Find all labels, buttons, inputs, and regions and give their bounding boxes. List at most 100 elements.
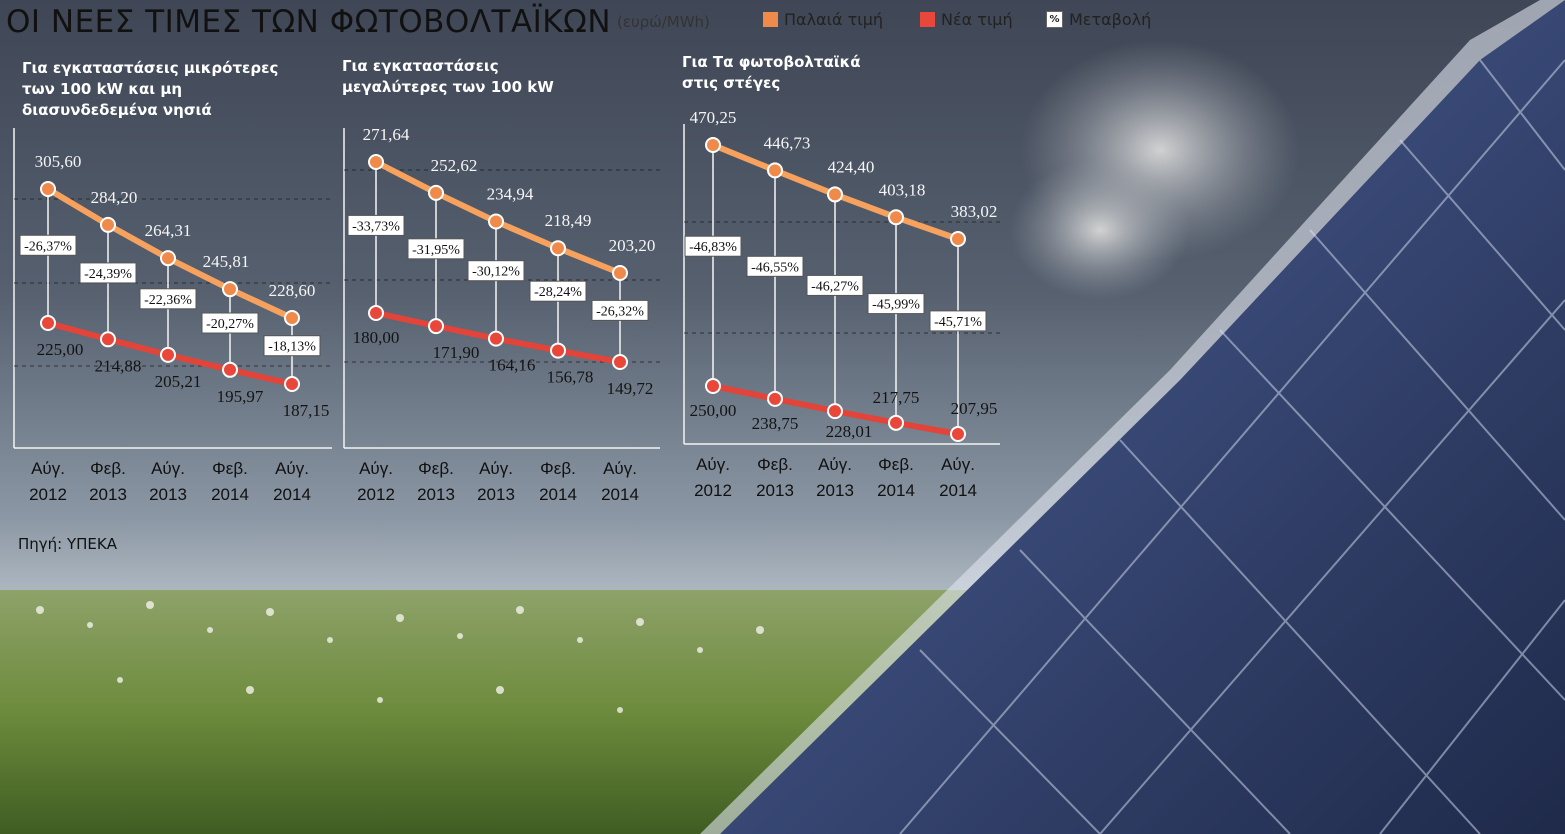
chart-3-old-value-label-1: 446,73: [764, 133, 811, 152]
chart-2-change-box-4: [591, 299, 649, 321]
chart-3-change-box-2: [806, 274, 864, 296]
chart-1-new-point-3: [222, 361, 238, 378]
chart-3-new-value-label-1: 238,75: [752, 414, 799, 433]
chart-1-new-point-1: [100, 331, 116, 348]
chart-2-change-box-3: [529, 280, 587, 302]
chart-1-old-point-3: [222, 281, 238, 298]
legend-new-swatch: [920, 12, 935, 27]
chart-2-title: Για εγκαταστάσεις μεγαλύτερες των 100 kW: [342, 57, 554, 96]
chart-2-new-value-label-0: 180,00: [353, 328, 400, 347]
chart-3-old-value-label-2: 424,40: [828, 157, 875, 176]
chart-2-old-value-label-4: 203,20: [609, 236, 656, 255]
chart-1-change-box-4: [263, 335, 321, 357]
chart-3-old-point-0: [705, 137, 721, 153]
chart-1-old-point-2: [160, 250, 176, 267]
chart-3-change-box-1: [746, 255, 804, 277]
chart-1-new-point-2: [160, 346, 176, 363]
chart-3-tick-label-month-1: Φεβ.: [757, 455, 793, 474]
legend-change-label: Μεταβολή: [1069, 10, 1152, 29]
chart-2-new-point-4: [612, 354, 628, 370]
chart-2-change-label-1: -31,95%: [412, 243, 460, 258]
chart-2-new-value-label-3: 156,78: [547, 368, 594, 387]
chart-2-new-point-2: [488, 330, 504, 347]
chart-3-new-point-3: [888, 414, 904, 431]
chart-1-new-point-4: [284, 376, 300, 392]
chart-2-new-point-0: [368, 305, 384, 321]
chart-1-new-value-label-1: 214,88: [95, 356, 142, 375]
chart-1-new-value-label-4: 187,15: [283, 401, 330, 420]
chart-2-new-value-label-2: 164,16: [489, 356, 536, 375]
chart-2-change-label-3: -28,24%: [534, 285, 582, 300]
page-title: ΟΙ ΝΕΕΣ ΤΙΜΕΣ ΤΩΝ ΦΩΤΟΒΟΛΤΑΪΚΩΝ: [6, 4, 612, 40]
legend-percent-icon: %: [1046, 11, 1063, 28]
chart-1-old-point-0: [40, 181, 56, 197]
chart-3-tick-label-year-4: 2014: [939, 481, 977, 500]
chart-2-new-value-label-4: 149,72: [607, 379, 654, 398]
chart-3-new-value-label-2: 228,01: [826, 422, 873, 441]
chart-1-change-box-0: [19, 234, 77, 256]
chart-1-change-label-1: -24,39%: [84, 267, 132, 282]
chart-3-tick-label-year-1: 2013: [756, 481, 794, 500]
chart-2-old-value-label-3: 218,49: [545, 211, 592, 230]
chart-1-title: Για εγκαταστάσεις μικρότερες των 100 kW …: [22, 59, 279, 119]
chart-2-tick-label-year-2: 2013: [477, 485, 515, 504]
chart-1-old-point-1: [100, 216, 116, 233]
chart-2-old-value-label-0: 271,64: [363, 125, 410, 144]
chart-3-new-point-1: [767, 390, 783, 407]
title-bar: ΟΙ ΝΕΕΣ ΤΙΜΕΣ ΤΩΝ ΦΩΤΟΒΟΛΤΑΪΚΩΝ (ευρώ/MW…: [0, 0, 1565, 44]
chart-3-tick-label-month-4: Αύγ.: [941, 455, 975, 474]
unit-label: (ευρώ/MWh): [617, 13, 710, 31]
chart-3-new-value-label-3: 217,75: [873, 388, 920, 407]
chart-1-tick-label-year-1: 2013: [89, 485, 127, 504]
chart-3-new-point-0: [705, 378, 721, 394]
chart-2-change-label-4: -26,32%: [596, 304, 644, 319]
chart-1-tick-label-month-0: Αύγ.: [31, 459, 65, 478]
legend-old-swatch: [763, 12, 778, 27]
chart-1-change-label-0: -26,37%: [24, 239, 72, 254]
chart-1-tick-label-year-3: 2014: [211, 485, 249, 504]
chart-2-tick-label-month-4: Αύγ.: [603, 459, 637, 478]
chart-2-tick-label-month-1: Φεβ.: [418, 459, 454, 478]
chart-1-tick-label-month-4: Αύγ.: [275, 459, 309, 478]
chart-3-old-point-3: [888, 209, 904, 226]
chart-3-old-point-1: [767, 162, 783, 179]
chart-3-old-value-label-0: 470,25: [690, 108, 737, 127]
chart-1-new-value-label-0: 225,00: [37, 340, 84, 359]
chart-2-tick-label-month-2: Αύγ.: [479, 459, 513, 478]
chart-1-new-value-label-2: 205,21: [155, 372, 202, 391]
chart-1-old-point-4: [284, 310, 300, 326]
chart-3-change-box-4: [929, 310, 987, 332]
chart-1-tick-label-month-3: Φεβ.: [212, 459, 248, 478]
chart-1-change-label-2: -22,36%: [144, 293, 192, 308]
chart-2-change-box-2: [467, 260, 525, 282]
chart-2-new-point-3: [550, 342, 566, 359]
legend-new-price: Νέα τιμή: [920, 10, 1013, 29]
chart-3-tick-label-year-3: 2014: [877, 481, 915, 500]
chart-2-old-point-1: [428, 184, 444, 201]
chart-2-old-point-3: [550, 240, 566, 257]
chart-2-new-point-1: [428, 318, 444, 335]
chart-1-tick-label-year-2: 2013: [149, 485, 187, 504]
chart-3-new-point-4: [950, 426, 966, 442]
chart-3-change-label-3: -45,99%: [872, 298, 920, 313]
chart-3-old-value-label-3: 403,18: [879, 180, 926, 199]
chart-3-change-label-1: -46,55%: [751, 260, 799, 275]
chart-3-tick-label-year-2: 2013: [816, 481, 854, 500]
chart-3-change-box-3: [867, 293, 925, 315]
chart-2-tick-label-year-3: 2014: [539, 485, 577, 504]
chart-2-new-value-label-1: 171,90: [433, 343, 480, 362]
chart-1-tick-label-year-0: 2012: [29, 485, 67, 504]
legend-old-label: Παλαιά τιμή: [784, 10, 884, 29]
chart-3-old-point-2: [827, 186, 843, 203]
chart-2-old-value-label-2: 234,94: [487, 185, 534, 204]
chart-3-change-label-0: -46,83%: [689, 240, 737, 255]
legend-old-price: Παλαιά τιμή: [763, 10, 883, 29]
chart-1-tick-label-month-2: Αύγ.: [151, 459, 185, 478]
chart-1-tick-label-month-1: Φεβ.: [90, 459, 126, 478]
chart-1-new-point-0: [40, 315, 56, 331]
chart-1-old-value-label-4: 228,60: [269, 281, 316, 300]
chart-3-tick-label-month-3: Φεβ.: [878, 455, 914, 474]
chart-3-new-value-label-4: 207,95: [951, 399, 998, 418]
chart-2-old-point-0: [368, 154, 384, 170]
